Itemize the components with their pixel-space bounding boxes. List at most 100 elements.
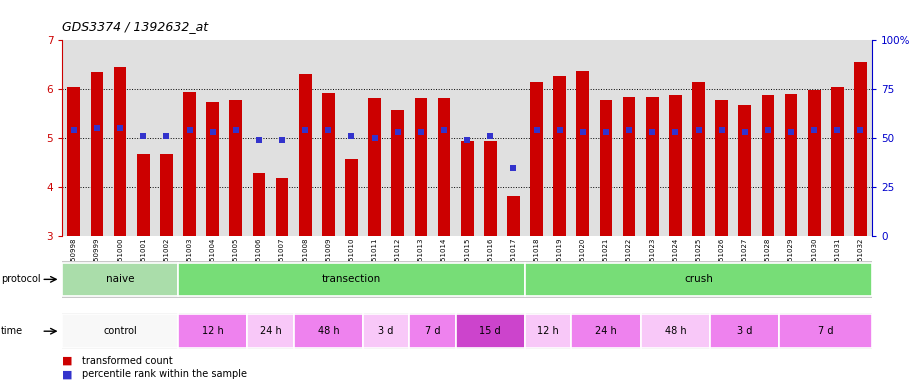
Bar: [692, 82, 705, 236]
Text: GDS3374 / 1392632_at: GDS3374 / 1392632_at: [62, 20, 209, 33]
Bar: [507, 196, 519, 236]
Bar: [136, 154, 149, 236]
Bar: [345, 159, 358, 236]
Text: 12 h: 12 h: [202, 326, 224, 336]
Bar: [62, 314, 178, 348]
Point: [413, 129, 428, 136]
Point: [830, 127, 845, 134]
Point: [853, 127, 867, 134]
Bar: [576, 71, 589, 236]
Text: percentile rank within the sample: percentile rank within the sample: [82, 369, 247, 379]
Point: [668, 129, 682, 136]
Point: [599, 129, 614, 136]
Text: protocol: protocol: [1, 274, 40, 285]
Point: [344, 133, 359, 139]
Point: [159, 133, 174, 139]
Bar: [854, 62, 867, 236]
Bar: [831, 87, 844, 236]
Bar: [415, 98, 427, 236]
Bar: [247, 314, 294, 348]
Bar: [253, 174, 266, 236]
Point: [298, 127, 312, 134]
Bar: [276, 179, 289, 236]
Bar: [525, 263, 872, 296]
Bar: [461, 141, 474, 236]
Bar: [525, 314, 572, 348]
Bar: [438, 98, 451, 236]
Bar: [738, 105, 751, 236]
Bar: [600, 100, 612, 236]
Point: [205, 129, 220, 136]
Bar: [114, 67, 126, 236]
Text: 24 h: 24 h: [259, 326, 281, 336]
Text: 7 d: 7 d: [425, 326, 441, 336]
Bar: [178, 314, 247, 348]
Point: [228, 127, 243, 134]
Text: naive: naive: [106, 274, 135, 285]
Bar: [761, 95, 774, 236]
Bar: [710, 314, 780, 348]
Text: 3 d: 3 d: [737, 326, 752, 336]
Bar: [62, 263, 178, 296]
Bar: [178, 263, 525, 296]
Text: transformed count: transformed count: [82, 356, 173, 366]
Text: 24 h: 24 h: [595, 326, 616, 336]
Text: time: time: [1, 326, 23, 336]
Point: [507, 164, 521, 170]
Point: [714, 127, 729, 134]
Text: 7 d: 7 d: [818, 326, 834, 336]
Point: [692, 127, 706, 134]
Point: [90, 125, 104, 131]
Bar: [160, 154, 173, 236]
Point: [645, 129, 660, 136]
Bar: [183, 92, 196, 236]
Bar: [646, 97, 659, 236]
Bar: [780, 314, 872, 348]
Point: [760, 127, 775, 134]
Point: [182, 127, 197, 134]
Bar: [530, 82, 543, 236]
Bar: [322, 93, 334, 236]
Text: control: control: [104, 326, 137, 336]
Text: crush: crush: [684, 274, 713, 285]
Point: [67, 127, 82, 134]
Bar: [623, 97, 636, 236]
Point: [575, 129, 590, 136]
Bar: [294, 314, 363, 348]
Text: 48 h: 48 h: [318, 326, 339, 336]
Bar: [299, 74, 311, 236]
Text: 48 h: 48 h: [665, 326, 686, 336]
Bar: [572, 314, 640, 348]
Bar: [229, 100, 242, 236]
Bar: [484, 141, 496, 236]
Text: ■: ■: [62, 369, 72, 379]
Point: [622, 127, 637, 134]
Point: [807, 127, 822, 134]
Point: [113, 125, 127, 131]
Point: [136, 133, 150, 139]
Bar: [640, 314, 710, 348]
Point: [321, 127, 335, 134]
Bar: [409, 314, 455, 348]
Point: [437, 127, 452, 134]
Bar: [455, 314, 525, 348]
Point: [390, 129, 405, 136]
Bar: [808, 90, 821, 236]
Text: 15 d: 15 d: [479, 326, 501, 336]
Point: [552, 127, 567, 134]
Bar: [785, 94, 798, 236]
Bar: [363, 314, 409, 348]
Bar: [391, 110, 404, 236]
Bar: [91, 72, 104, 236]
Text: 3 d: 3 d: [378, 326, 394, 336]
Bar: [669, 95, 682, 236]
Point: [529, 127, 544, 134]
Point: [367, 135, 382, 141]
Point: [252, 137, 267, 143]
Text: transection: transection: [322, 274, 381, 285]
Text: 12 h: 12 h: [538, 326, 559, 336]
Bar: [68, 87, 81, 236]
Bar: [206, 101, 219, 236]
Bar: [553, 76, 566, 236]
Point: [784, 129, 799, 136]
